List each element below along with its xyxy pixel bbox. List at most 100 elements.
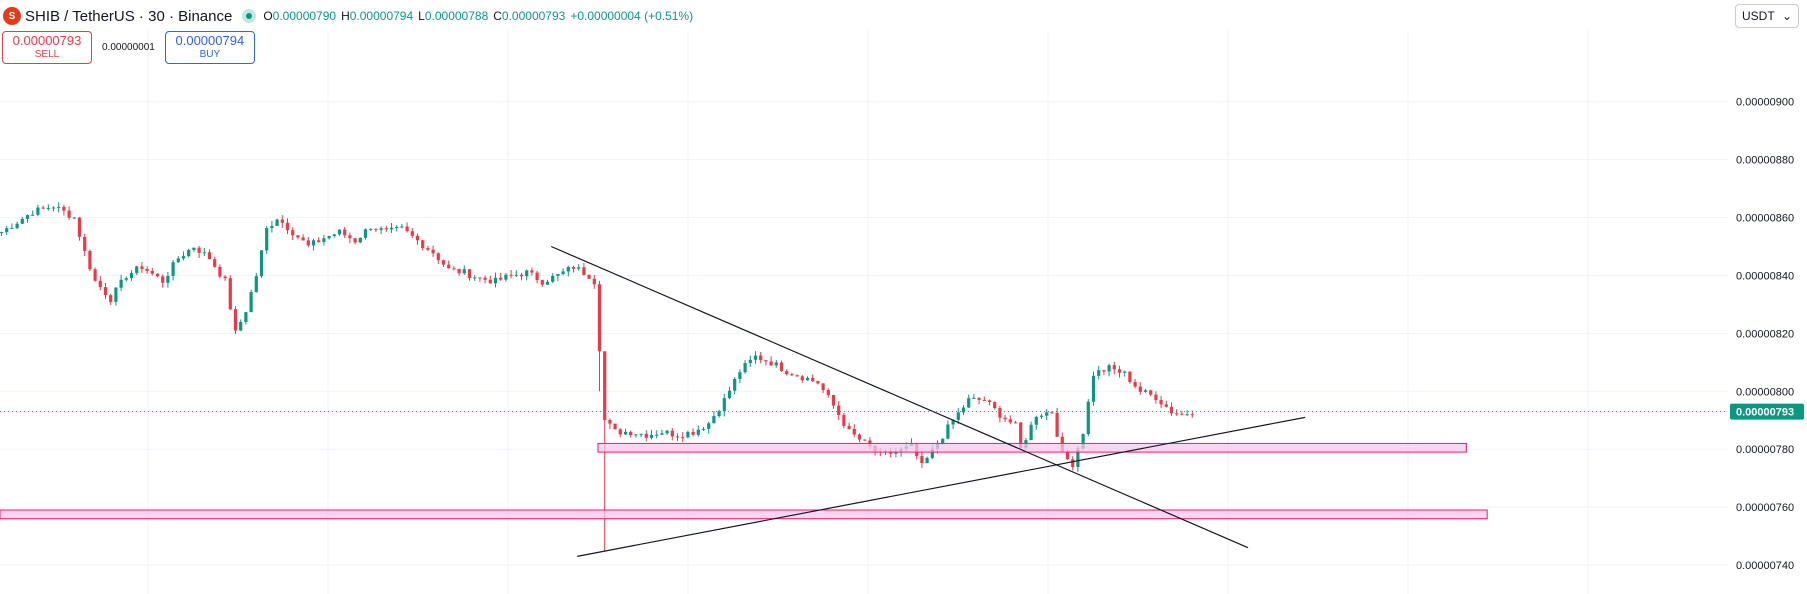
spread-value: 0.00000001 <box>102 42 155 53</box>
candle-body <box>514 274 518 276</box>
candle-body <box>1107 365 1111 372</box>
candle-body <box>1112 365 1116 370</box>
candle-body <box>306 240 310 246</box>
candle-body <box>759 355 763 361</box>
candle-body <box>46 208 50 210</box>
candle-body <box>733 378 737 391</box>
candle-body <box>467 269 472 279</box>
candle-body <box>72 217 76 219</box>
candle-body <box>462 269 466 274</box>
candle-body <box>275 219 279 226</box>
candle-body <box>249 292 253 313</box>
candle-body <box>176 258 180 263</box>
support-zone-1 <box>597 442 1467 453</box>
candle-body <box>337 229 342 235</box>
candle-body <box>1008 419 1012 423</box>
candle-body <box>410 231 414 236</box>
candle-body <box>379 228 383 230</box>
candle-body <box>623 431 628 435</box>
y-tick-label: 0.00000860 <box>1736 213 1794 225</box>
candle-body <box>930 448 934 458</box>
candle-body <box>358 237 362 243</box>
candle-body <box>20 218 24 224</box>
candle-body <box>629 431 633 436</box>
candle-body <box>608 419 612 424</box>
candle-body <box>649 434 654 438</box>
shib-logo-icon: S <box>3 7 21 25</box>
candle-body <box>821 383 825 391</box>
candle-body <box>67 210 71 218</box>
candle-body <box>291 230 295 236</box>
candle-body <box>743 363 747 373</box>
candle-body <box>1128 371 1132 383</box>
candle-body <box>343 229 347 236</box>
y-tick-label: 0.00000760 <box>1736 502 1794 514</box>
candle-body <box>473 277 477 279</box>
sell-button[interactable]: 0.00000793 SELL <box>2 31 92 64</box>
candle-body <box>400 226 404 228</box>
trendline-2 <box>577 416 1306 557</box>
candle-body <box>181 256 186 259</box>
candle-body <box>717 411 721 417</box>
candle-body <box>187 250 191 257</box>
candle-body <box>795 375 799 377</box>
candle-body <box>847 425 851 429</box>
candle-body <box>540 280 544 285</box>
candle-body <box>597 284 602 352</box>
candle-body <box>831 395 836 406</box>
candle-body <box>582 267 586 275</box>
candle-body <box>483 277 487 280</box>
candle-body <box>353 238 357 243</box>
candle-body <box>145 269 149 271</box>
candle-body <box>280 219 284 223</box>
candle-body <box>587 274 591 279</box>
candle-body <box>1091 375 1096 402</box>
y-tick-label: 0.00000820 <box>1736 328 1794 340</box>
price-axis: 0.00000740 0.00000760 0.00000780 0.00000800… <box>1728 0 1807 594</box>
candle-body <box>10 228 14 230</box>
candle-body <box>941 438 945 444</box>
candle-body <box>285 222 290 231</box>
candle-body <box>1003 417 1007 420</box>
candle-body <box>644 433 648 438</box>
candle-body <box>961 407 966 413</box>
candle-body <box>135 266 139 273</box>
candle-body <box>369 228 373 230</box>
candle-body <box>213 259 217 267</box>
candle-body <box>556 274 560 276</box>
sell-label: SELL <box>34 48 60 60</box>
candle-body <box>686 431 690 438</box>
candle-body <box>1019 422 1023 449</box>
symbol-title[interactable]: SHIB / TetherUS · 30 · Binance <box>25 7 233 25</box>
candle-body <box>88 251 92 270</box>
candle-body <box>1169 406 1174 414</box>
candle-body <box>259 250 264 277</box>
price-axis-bg <box>1728 0 1807 594</box>
candle-body <box>1076 448 1080 468</box>
buy-button[interactable]: 0.00000794 BUY <box>164 31 255 64</box>
last-price-label: 0.00000793 <box>1736 407 1794 419</box>
candle-body <box>155 273 160 277</box>
candle-body <box>395 227 399 229</box>
candle-body <box>753 355 758 360</box>
candle-body <box>197 247 201 253</box>
currency-select[interactable]: USDT ⌄ <box>1735 4 1799 28</box>
candle-body <box>207 252 212 260</box>
candle-body <box>1143 390 1148 392</box>
candle-body <box>790 374 794 376</box>
candle-body <box>1149 390 1153 395</box>
candle-body <box>384 228 388 230</box>
candle-body <box>1034 416 1038 425</box>
candles <box>0 202 1194 551</box>
candle-body <box>701 428 706 430</box>
candle-body <box>987 400 992 403</box>
candle-body <box>670 430 674 437</box>
grid <box>0 30 1728 594</box>
candle-body <box>317 240 321 242</box>
candle-body <box>426 248 430 250</box>
chevron-down-icon: ⌄ <box>1781 9 1792 23</box>
candle-body <box>951 419 955 425</box>
candle-body <box>93 269 97 281</box>
candle-body <box>31 214 35 216</box>
